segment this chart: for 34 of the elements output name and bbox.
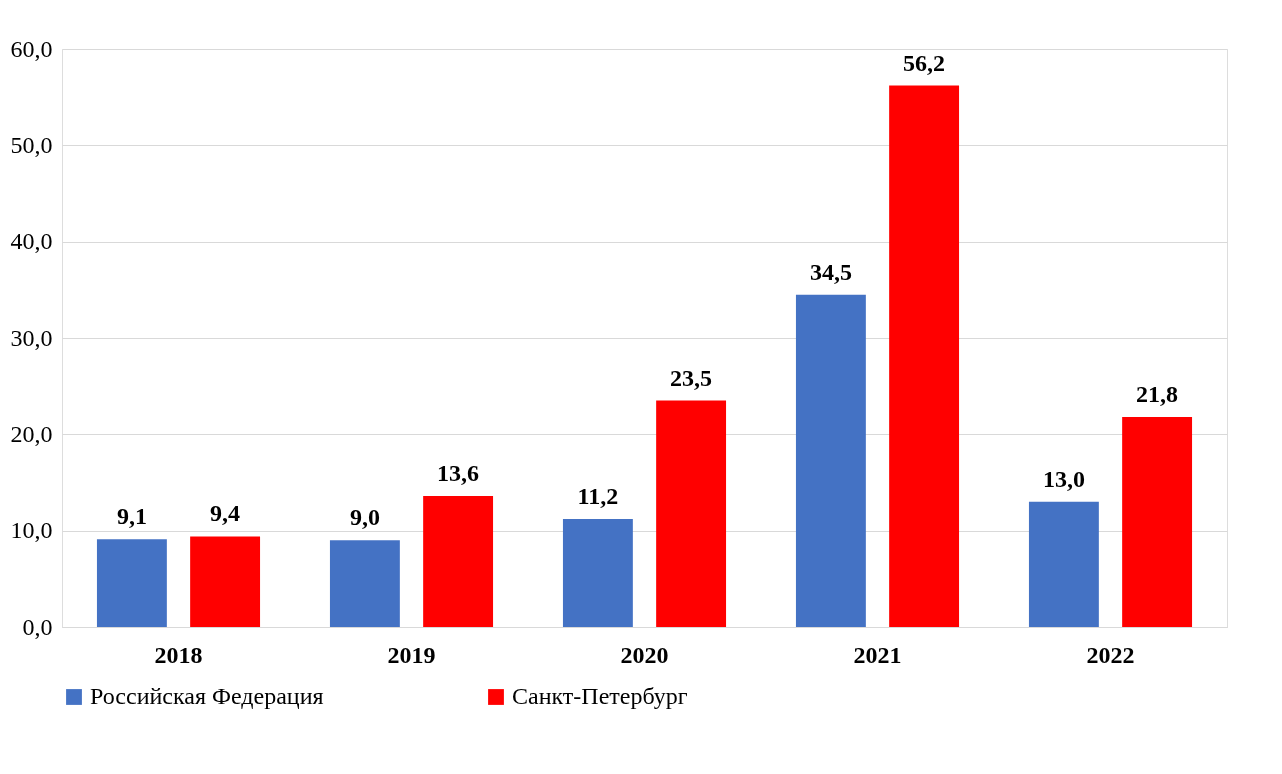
x-tick-label: 2022: [1086, 641, 1135, 668]
data-label: 13,6: [437, 459, 480, 486]
y-tick-label: 50,0: [10, 131, 53, 158]
data-label: 23,5: [670, 364, 713, 391]
data-label: 21,8: [1136, 380, 1179, 407]
bar: [423, 495, 494, 627]
bar: [562, 519, 633, 627]
bar: [1028, 501, 1099, 627]
x-tick-label: 2018: [154, 641, 203, 668]
data-label: 9,4: [210, 500, 241, 527]
x-tick-label: 2019: [387, 641, 436, 668]
y-tick-label: 30,0: [10, 324, 53, 351]
bar: [190, 536, 261, 627]
data-label: 9,1: [116, 503, 147, 530]
legend-label: Российская Федерация: [90, 683, 324, 709]
y-tick-label: 10,0: [10, 517, 53, 544]
data-label: 9,0: [349, 504, 380, 531]
bar: [889, 85, 960, 627]
y-tick-label: 40,0: [10, 228, 53, 255]
data-label: 34,5: [809, 258, 852, 285]
bar: [329, 540, 400, 627]
data-label: 13,0: [1042, 465, 1085, 492]
bar: [795, 294, 866, 627]
bar: [656, 400, 727, 627]
data-label: 11,2: [577, 483, 619, 510]
y-tick-label: 20,0: [10, 420, 53, 447]
y-tick-label: 0,0: [22, 613, 53, 640]
data-label: 56,2: [903, 49, 946, 76]
bar: [96, 539, 167, 627]
x-tick-label: 2020: [620, 641, 669, 668]
y-tick-label: 60,0: [10, 35, 53, 62]
bar: [1122, 416, 1193, 627]
legend-label: Санкт-Петербург: [512, 683, 688, 709]
x-tick-label: 2021: [853, 641, 902, 668]
